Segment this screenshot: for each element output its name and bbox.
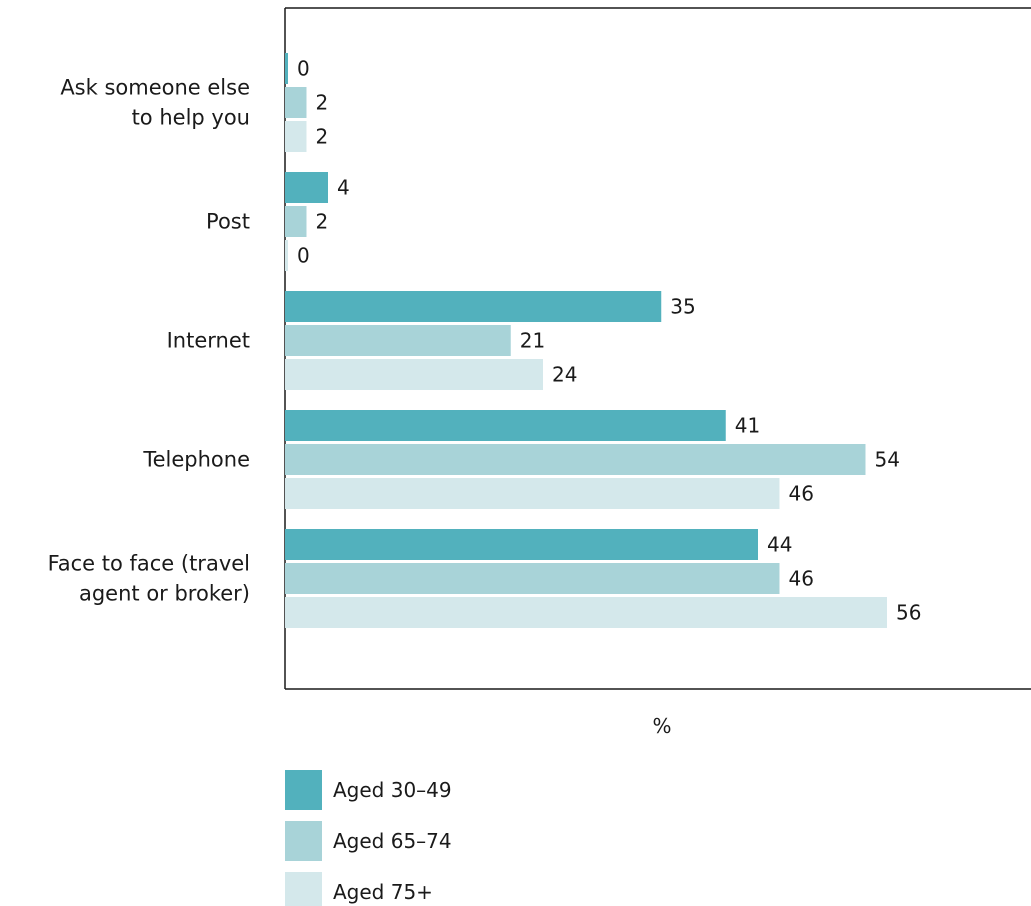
bar-2-2 — [285, 359, 543, 390]
bar-3-2 — [285, 478, 780, 509]
x-axis-unit-label: % — [652, 714, 671, 738]
value-label-4-1: 46 — [789, 567, 814, 591]
value-label-3-1: 54 — [875, 448, 900, 472]
value-label-2-2: 24 — [552, 363, 577, 387]
category-label-3: Telephone — [142, 448, 250, 472]
bar-0-0 — [285, 53, 288, 84]
bar-0-1 — [285, 87, 307, 118]
legend: Aged 30–49 Aged 65–74 Aged 75+ — [285, 770, 452, 906]
legend-label-1: Aged 65–74 — [333, 829, 452, 853]
value-label-0-0: 0 — [297, 57, 310, 81]
value-label-0-1: 2 — [316, 91, 329, 115]
value-label-4-0: 44 — [767, 533, 792, 557]
legend-label-2: Aged 75+ — [333, 880, 433, 904]
legend-label-0: Aged 30–49 — [333, 778, 452, 802]
value-label-4-2: 56 — [896, 601, 921, 625]
bar-1-2 — [285, 240, 288, 271]
category-label-2: Internet — [167, 329, 250, 353]
legend-swatch-0 — [285, 770, 322, 810]
bar-4-2 — [285, 597, 887, 628]
value-label-3-2: 46 — [789, 482, 814, 506]
bar-1-0 — [285, 172, 328, 203]
category-labels-layer: Ask someone else to help you Post Internet T… — [48, 76, 250, 606]
bar-4-0 — [285, 529, 758, 560]
legend-swatch-1 — [285, 821, 322, 861]
category-label-0: Ask someone else to help you — [60, 76, 250, 130]
bar-2-0 — [285, 291, 662, 322]
value-label-1-2: 0 — [297, 244, 310, 268]
value-label-1-0: 4 — [337, 176, 350, 200]
value-label-2-0: 35 — [670, 295, 695, 319]
category-label-1: Post — [206, 210, 250, 234]
bar-2-1 — [285, 325, 511, 356]
value-label-0-2: 2 — [316, 125, 329, 149]
value-label-3-0: 41 — [735, 414, 760, 438]
bar-3-1 — [285, 444, 866, 475]
legend-swatch-2 — [285, 872, 322, 906]
value-label-1-1: 2 — [316, 210, 329, 234]
category-label-4: Face to face (travel agent or broker) — [48, 552, 250, 606]
bar-0-2 — [285, 121, 307, 152]
bar-1-1 — [285, 206, 307, 237]
value-label-2-1: 21 — [520, 329, 545, 353]
bars-layer — [285, 53, 887, 628]
bar-4-1 — [285, 563, 780, 594]
bar-3-0 — [285, 410, 726, 441]
